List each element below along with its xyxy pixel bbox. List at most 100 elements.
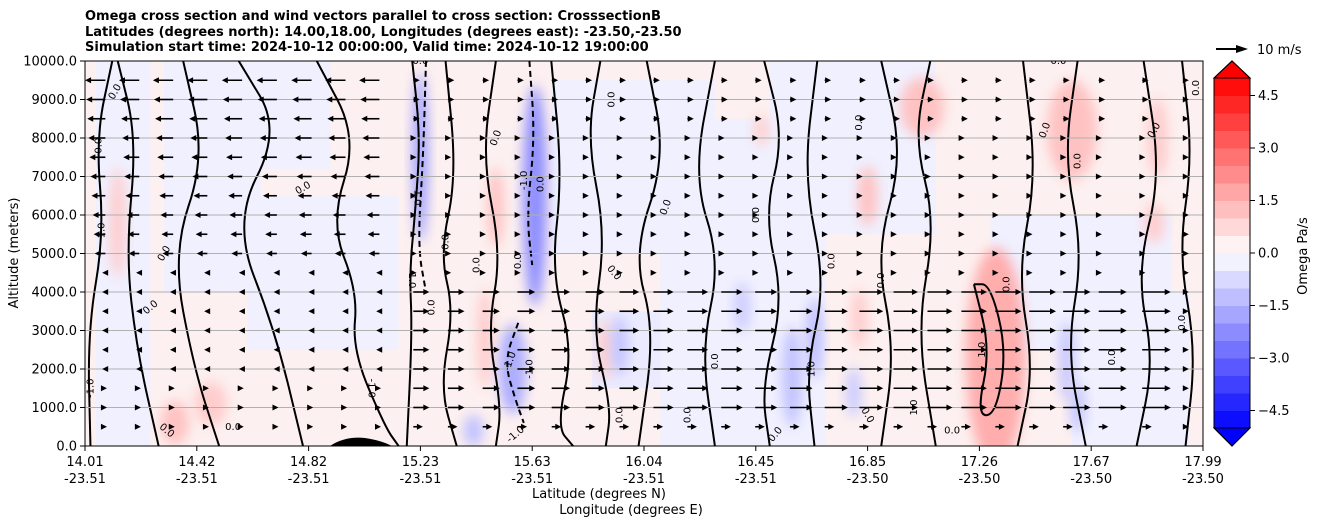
wind-vector-head-icon <box>980 346 987 353</box>
colorbar-segment <box>1214 130 1250 149</box>
wind-vector-head-icon <box>821 192 828 199</box>
wind-vector-head-icon <box>297 192 304 199</box>
wind-vector-head-icon <box>650 231 657 238</box>
wind-vector-head-icon <box>1095 154 1102 161</box>
wind-vector-head-icon <box>493 308 500 315</box>
wind-vector-head-icon <box>958 135 965 141</box>
contour-line <box>972 283 1005 417</box>
wind-vector-head-icon <box>582 135 589 141</box>
wind-vector-head-icon <box>787 154 794 161</box>
contour-label: 0.0 <box>488 129 504 148</box>
contour-label: 0.0 <box>683 407 694 423</box>
wind-vector-head-icon <box>653 77 660 84</box>
wind-vector-head-icon <box>413 96 420 103</box>
wind-vector-head-icon <box>226 154 233 161</box>
wind-vector-head-icon <box>1120 346 1127 353</box>
colorbar-segment <box>1214 323 1250 341</box>
wind-vector-head-icon <box>272 423 279 430</box>
x-axis-label-longitude: Longitude (degrees E) <box>559 503 703 518</box>
wind-vector-head-icon <box>87 115 94 122</box>
wind-vector-head-icon <box>342 269 349 276</box>
wind-vector-head-icon <box>1026 231 1033 238</box>
contour-label: 0.0 <box>412 56 428 67</box>
y-tick-label: 10000.0 <box>23 55 77 70</box>
wind-vector-head-icon <box>586 96 593 103</box>
wind-vector-head-icon <box>1139 154 1146 161</box>
wind-vector-head-icon <box>821 212 828 218</box>
wind-vector-head-icon <box>1095 212 1102 218</box>
wind-vector-head-icon <box>598 308 605 315</box>
x-tick-label-latitude: 14.01 <box>66 455 103 470</box>
wind-vector-head-icon <box>1120 327 1127 334</box>
wind-vector-head-icon <box>684 173 691 180</box>
wind-vector-head-icon <box>299 231 306 238</box>
contour-label: 0.0 <box>854 115 865 131</box>
wind-vector-head-icon <box>128 250 135 257</box>
wind-vector-head-icon <box>755 115 762 122</box>
wind-vector-head-icon <box>890 250 897 257</box>
wind-vector-head-icon <box>684 212 691 218</box>
wind-vector-head-icon <box>755 96 762 103</box>
wind-vector-head-icon <box>1084 385 1091 392</box>
wind-vector-head-icon <box>362 135 369 141</box>
wind-vector-head-icon <box>548 173 555 180</box>
contour-line <box>880 61 898 446</box>
colorbar-segment <box>1214 235 1250 254</box>
wind-vector-head-icon <box>294 135 301 141</box>
wind-vector-head-icon <box>667 385 674 392</box>
wind-vector-head-icon <box>374 404 381 411</box>
wind-vector-head-icon <box>1182 192 1189 199</box>
wind-vector-head-icon <box>333 231 340 238</box>
colorbar-min-extend <box>1212 427 1252 447</box>
wind-vector-head-icon <box>841 308 848 315</box>
wind-vector-head-icon <box>1182 154 1189 161</box>
wind-vector-head-icon <box>204 327 211 334</box>
wind-vector-head-icon <box>1164 346 1171 353</box>
contour-label: 0.0 <box>826 253 837 269</box>
wind-vector-head-icon <box>980 404 987 411</box>
wind-vector-head-icon <box>298 212 305 218</box>
wind-vector-head-icon <box>946 289 953 295</box>
colorbar-segment <box>1214 393 1250 411</box>
wind-vector-head-icon <box>1139 212 1146 218</box>
wind-vector-head-icon <box>702 308 709 315</box>
wind-vector-head-icon <box>134 385 141 392</box>
wind-vector-head-icon <box>123 154 130 161</box>
wind-vector-head-icon <box>1026 173 1033 180</box>
wind-vector-head-icon <box>667 327 674 334</box>
wind-vector-head-icon <box>856 269 863 276</box>
wind-vector-head-icon <box>821 173 828 180</box>
wind-vector-head-icon <box>1095 231 1102 238</box>
wind-vector-head-icon <box>684 154 691 161</box>
wind-vector-head-icon <box>1139 173 1146 180</box>
wind-vector-head-icon <box>856 154 863 161</box>
wind-vector-head-icon <box>169 269 176 276</box>
wind-vector-head-icon <box>1049 289 1056 295</box>
wind-vector-head-icon <box>126 212 133 218</box>
wind-vector-head-icon <box>1182 308 1189 315</box>
wind-vector-head-icon <box>332 212 339 218</box>
x-tick-label-longitude: -23.51 <box>64 472 106 487</box>
wind-vector-head-icon <box>445 135 452 141</box>
wind-vector-head-icon <box>821 135 828 141</box>
omega-negative-region <box>247 195 399 350</box>
omega-positive-core <box>851 288 868 349</box>
wind-vector-head-icon <box>946 346 953 353</box>
omega-negative-region <box>191 61 331 169</box>
wind-vector-head-icon <box>266 250 273 257</box>
contour-label: 0.0 <box>441 234 452 250</box>
wind-vector-head-icon <box>863 423 870 430</box>
wind-vector-head-icon <box>514 135 521 141</box>
wind-vector-head-icon <box>121 115 128 122</box>
wind-vector-head-icon <box>514 154 521 161</box>
wind-vector-head-icon <box>616 154 623 161</box>
y-axis-label: Altitude (meters) <box>7 198 22 309</box>
wind-vector-head-icon <box>752 269 759 276</box>
wind-vector-head-icon <box>890 269 897 276</box>
wind-vector-head-icon <box>582 269 589 276</box>
x-tick-label-latitude: 14.42 <box>178 455 215 470</box>
wind-vector-head-icon <box>736 346 743 353</box>
wind-vector-head-icon <box>479 231 486 238</box>
wind-vector-head-icon <box>529 404 536 411</box>
wind-vector-head-icon <box>633 404 640 411</box>
